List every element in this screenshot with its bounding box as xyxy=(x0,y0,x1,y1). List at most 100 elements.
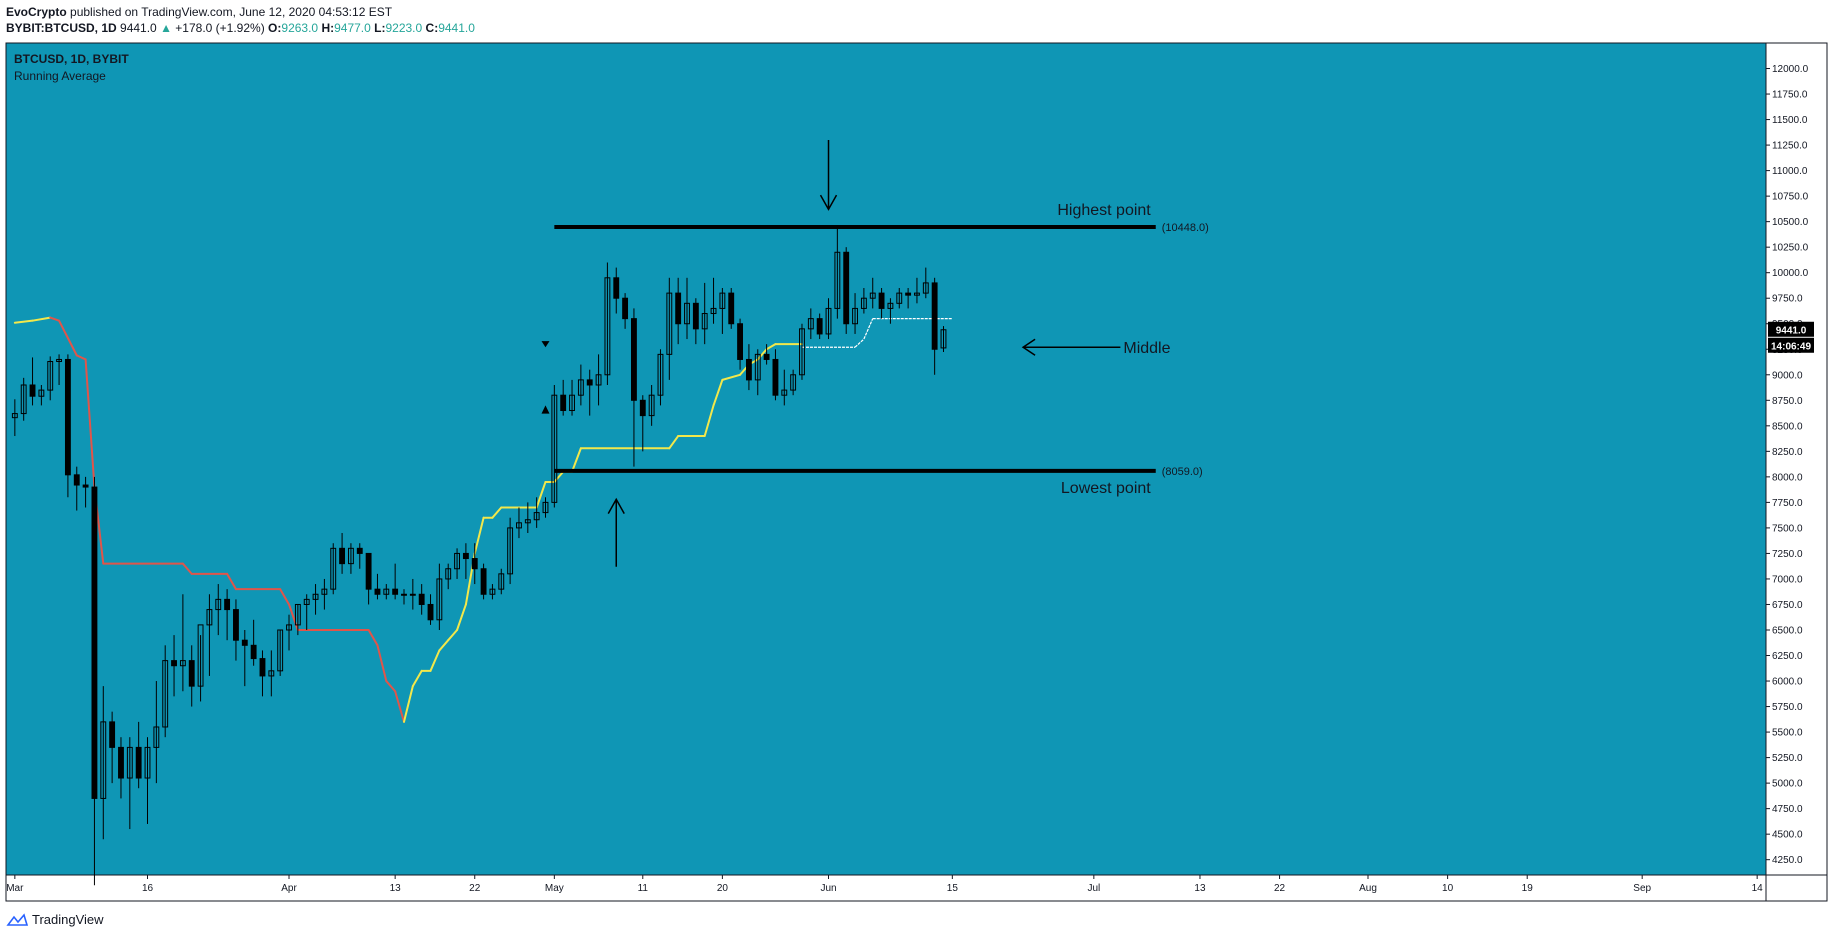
legend-indicator: Running Average xyxy=(14,69,106,83)
candle-body xyxy=(922,282,929,294)
running-average-segment xyxy=(429,649,441,672)
running-average-segment xyxy=(279,588,291,606)
running-average-segment xyxy=(58,319,78,357)
tradingview-cloud-icon xyxy=(6,912,28,926)
candle-body xyxy=(852,307,858,325)
x-tick-label: Mar xyxy=(6,883,24,894)
candle-body xyxy=(347,547,354,565)
up-marker-icon xyxy=(541,405,550,414)
candle-body xyxy=(179,660,186,667)
running-average-segment xyxy=(288,603,299,631)
running-average-segment xyxy=(456,603,467,631)
candle-body xyxy=(56,358,62,363)
x-tick-label: Apr xyxy=(281,883,297,894)
candle-body xyxy=(374,588,381,595)
candle-body xyxy=(471,558,478,570)
candle-body xyxy=(339,547,346,565)
x-tick-label: 16 xyxy=(142,883,154,894)
high-label: H: xyxy=(321,21,335,35)
highest-point-label: Highest point xyxy=(1057,202,1151,219)
lowest-point-tag: (8059.0) xyxy=(1162,466,1203,478)
candle-body xyxy=(790,374,797,391)
candle-body xyxy=(692,302,699,330)
legend-symbol: BTCUSD, 1D, BYBIT xyxy=(14,52,129,66)
x-tick-label: May xyxy=(545,883,564,894)
candle-body xyxy=(29,384,36,397)
candle-body xyxy=(684,302,690,325)
running-average-segment xyxy=(553,470,565,483)
candle-body xyxy=(807,318,814,330)
candle-body xyxy=(834,251,841,309)
middle-label: Middle xyxy=(1123,340,1170,357)
candle-body xyxy=(64,358,71,476)
candle-body xyxy=(604,277,611,376)
candle-body xyxy=(162,660,169,728)
running-average-segment xyxy=(491,506,503,519)
y-tick-label: 8500.0 xyxy=(1772,421,1803,432)
candle-body xyxy=(436,578,443,621)
candle-body xyxy=(516,522,522,529)
author-name[interactable]: EvoCrypto xyxy=(6,5,67,19)
y-tick-label: 11250.0 xyxy=(1772,141,1808,152)
running-average-segment xyxy=(765,343,777,351)
candle-body xyxy=(312,593,319,600)
y-tick-label: 4500.0 xyxy=(1772,830,1803,841)
change-value: +178.0 (+1.92%) xyxy=(175,21,265,35)
candle-body xyxy=(294,603,301,626)
candle-body xyxy=(613,277,620,299)
candle-body xyxy=(551,394,558,503)
candle-body xyxy=(489,588,496,595)
y-tick-label: 5500.0 xyxy=(1772,728,1803,739)
candle-body xyxy=(11,413,18,419)
y-tick-label: 6000.0 xyxy=(1772,677,1803,688)
low-value: 9223.0 xyxy=(385,21,423,35)
candle-body xyxy=(878,292,885,309)
footer-brand[interactable]: TradingView xyxy=(32,912,104,927)
x-tick-label: Jul xyxy=(1087,883,1100,894)
candle-body xyxy=(701,313,708,330)
running-average-segment xyxy=(402,685,414,723)
y-tick-label: 4750.0 xyxy=(1772,804,1803,815)
candle-body xyxy=(126,746,133,779)
candle-body xyxy=(135,746,142,779)
running-average-segment xyxy=(367,628,379,647)
running-average-segment xyxy=(571,447,582,473)
candle-body xyxy=(418,593,425,605)
candle-body xyxy=(241,639,248,646)
up-triangle-icon: ▲ xyxy=(160,21,172,35)
y-tick-label: 6250.0 xyxy=(1772,651,1803,662)
running-average-segment xyxy=(535,480,547,509)
candle-body xyxy=(462,552,469,560)
y-tick-label: 8000.0 xyxy=(1772,472,1803,483)
candle-body xyxy=(330,547,337,590)
candle-body xyxy=(639,399,646,417)
x-tick-label: 10 xyxy=(1442,883,1454,894)
open-label: O: xyxy=(268,21,282,35)
candle-body xyxy=(940,329,947,349)
candle-body xyxy=(648,394,655,417)
left-arrow-icon xyxy=(1021,338,1121,356)
up-arrow-icon xyxy=(607,497,625,567)
candle-body xyxy=(772,358,779,396)
candle-body xyxy=(259,658,266,677)
candle-body xyxy=(109,721,116,748)
close-label: C: xyxy=(425,21,439,35)
candle-body xyxy=(445,568,452,580)
y-tick-label: 5250.0 xyxy=(1772,753,1803,764)
x-tick-label: 20 xyxy=(717,883,729,894)
candle-body xyxy=(843,251,850,325)
y-tick-label: 7250.0 xyxy=(1772,549,1803,560)
y-tick-label: 5750.0 xyxy=(1772,702,1803,713)
candle-body xyxy=(533,512,540,521)
down-arrow-icon xyxy=(819,139,838,211)
candle-body xyxy=(631,318,637,401)
candle-body xyxy=(144,746,151,779)
candle-body xyxy=(860,297,867,309)
running-average-segment xyxy=(438,639,450,652)
running-average-segment xyxy=(394,690,405,723)
candle-body xyxy=(224,598,231,611)
lowest-point-label: Lowest point xyxy=(1061,480,1151,497)
last-price-tag-text: 9441.0 xyxy=(1776,325,1807,336)
open-value: 9263.0 xyxy=(281,21,319,35)
